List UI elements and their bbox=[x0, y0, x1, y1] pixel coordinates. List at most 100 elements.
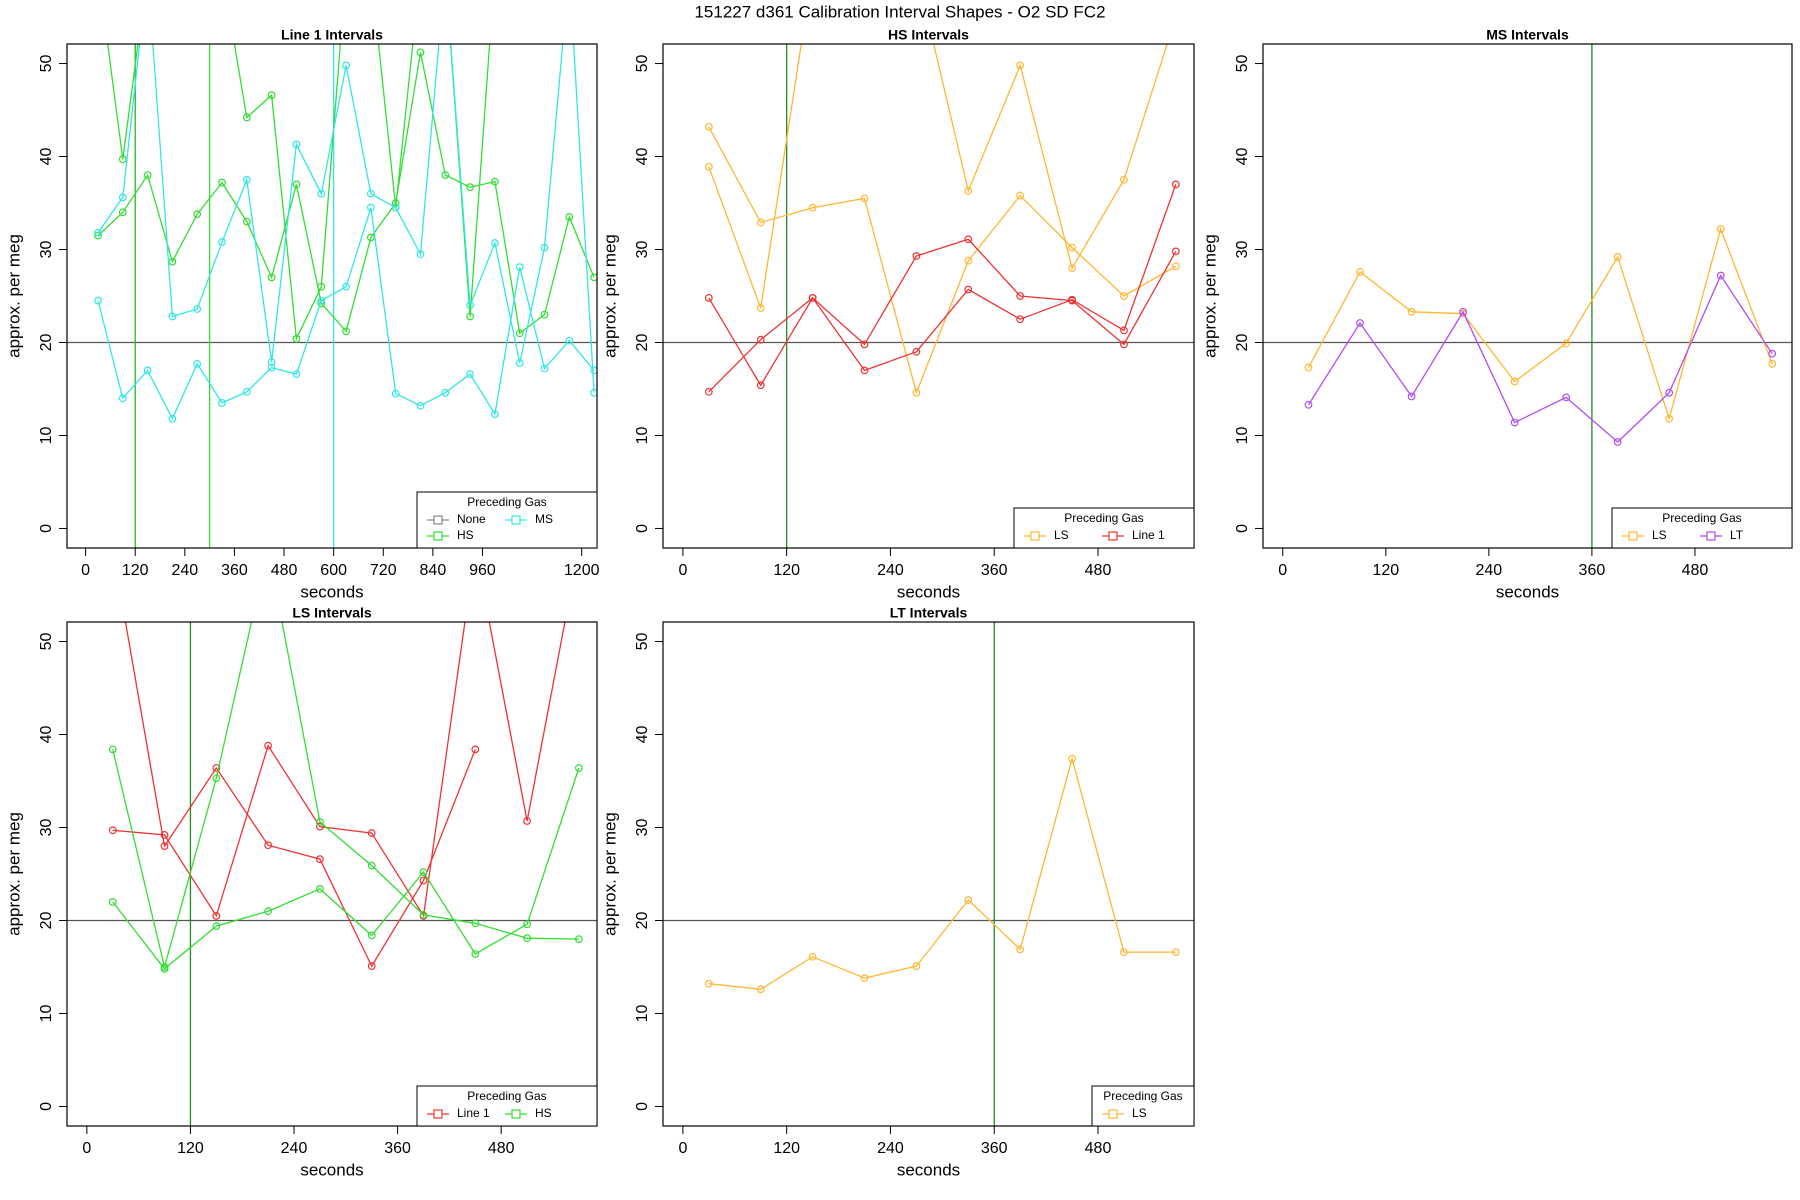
data-point bbox=[1562, 339, 1571, 348]
legend-marker bbox=[433, 1109, 443, 1119]
data-point bbox=[1613, 438, 1622, 446]
data-point bbox=[118, 155, 127, 164]
x-tick-label: 0 bbox=[1278, 562, 1287, 579]
data-point bbox=[143, 171, 152, 180]
data-point bbox=[964, 285, 973, 294]
data-point bbox=[212, 774, 221, 783]
data-point bbox=[1407, 392, 1416, 401]
data-point bbox=[218, 178, 226, 187]
data-point bbox=[419, 876, 428, 885]
data-point bbox=[964, 256, 973, 265]
data-point bbox=[242, 387, 251, 396]
data-point bbox=[490, 410, 499, 418]
x-tick-label: 480 bbox=[1085, 1140, 1112, 1157]
data-point bbox=[1171, 180, 1180, 189]
data-point bbox=[1356, 267, 1364, 276]
data-point bbox=[860, 194, 869, 203]
y-axis-label: approx. per meg bbox=[600, 234, 619, 358]
legend-marker bbox=[511, 515, 521, 525]
data-point bbox=[342, 61, 350, 70]
series-line bbox=[1307, 226, 1773, 421]
data-point bbox=[523, 817, 531, 825]
legend-box bbox=[416, 1085, 598, 1127]
data-point bbox=[168, 414, 177, 423]
data-point bbox=[808, 203, 817, 212]
panel-title: HS Intervals bbox=[888, 27, 969, 43]
data-point bbox=[912, 252, 921, 260]
data-point bbox=[490, 177, 499, 186]
y-tick-label: 0 bbox=[38, 524, 55, 533]
x-axis-label: seconds bbox=[897, 1160, 960, 1179]
x-tick-label: 480 bbox=[1682, 562, 1709, 579]
x-tick-label: 480 bbox=[271, 562, 298, 579]
data-point bbox=[1716, 271, 1725, 280]
panel-title: LS Intervals bbox=[292, 605, 372, 621]
data-point bbox=[1016, 61, 1025, 70]
x-axis-label: seconds bbox=[300, 1160, 363, 1179]
data-point bbox=[1562, 393, 1571, 402]
y-tick-label: 20 bbox=[1234, 333, 1251, 351]
data-point bbox=[912, 962, 921, 970]
y-tick-label: 40 bbox=[1234, 148, 1251, 166]
plot-frame bbox=[662, 621, 1195, 1127]
data-point bbox=[342, 327, 350, 336]
data-point bbox=[160, 964, 169, 973]
data-point bbox=[466, 183, 474, 192]
data-point bbox=[108, 897, 117, 906]
y-tick-label: 50 bbox=[38, 55, 55, 73]
data-point bbox=[860, 340, 869, 349]
x-tick-label: 240 bbox=[281, 1140, 308, 1157]
x-tick-label: 0 bbox=[82, 1140, 91, 1157]
y-tick-label: 20 bbox=[634, 333, 651, 351]
data-point bbox=[1665, 388, 1674, 397]
data-point bbox=[704, 979, 713, 988]
data-point bbox=[242, 175, 251, 184]
data-point bbox=[160, 842, 169, 851]
legend-label: LT bbox=[1730, 528, 1744, 542]
plot-frame bbox=[1262, 43, 1793, 549]
data-point bbox=[1171, 948, 1180, 957]
data-point bbox=[808, 952, 817, 961]
data-point bbox=[471, 745, 480, 754]
data-point bbox=[267, 358, 276, 366]
data-point bbox=[912, 347, 921, 356]
data-point bbox=[108, 745, 117, 754]
data-point bbox=[1768, 359, 1777, 368]
y-tick-label: 30 bbox=[38, 241, 55, 259]
data-point bbox=[367, 931, 376, 940]
series-line bbox=[112, 622, 566, 918]
y-tick-label: 30 bbox=[38, 819, 55, 837]
data-point bbox=[1016, 945, 1025, 954]
data-point bbox=[419, 868, 428, 877]
data-point bbox=[964, 187, 973, 195]
data-point bbox=[490, 239, 499, 247]
data-point bbox=[367, 962, 376, 970]
legend-marker bbox=[1108, 531, 1118, 541]
data-point bbox=[704, 387, 713, 396]
legend-marker bbox=[1030, 531, 1040, 541]
data-point bbox=[704, 122, 713, 131]
legend-box bbox=[1611, 507, 1793, 549]
data-point bbox=[316, 855, 324, 864]
data-point bbox=[515, 329, 524, 338]
data-point bbox=[964, 235, 973, 244]
data-point bbox=[212, 764, 221, 772]
x-tick-label: 120 bbox=[773, 1140, 800, 1157]
data-point bbox=[366, 189, 375, 198]
y-tick-label: 10 bbox=[634, 426, 651, 444]
data-point bbox=[317, 189, 326, 198]
plot-frame bbox=[66, 43, 598, 549]
data-point bbox=[118, 193, 127, 202]
y-tick-label: 0 bbox=[634, 1102, 651, 1111]
series-line bbox=[708, 44, 1168, 309]
y-axis-label: approx. per meg bbox=[600, 812, 619, 936]
data-point bbox=[1768, 349, 1777, 358]
legend-marker bbox=[433, 515, 443, 525]
data-point bbox=[964, 896, 973, 904]
x-tick-label: 120 bbox=[1372, 562, 1399, 579]
x-tick-label: 120 bbox=[122, 562, 149, 579]
data-point bbox=[317, 282, 326, 291]
y-tick-label: 40 bbox=[634, 148, 651, 166]
y-axis-label: approx. per meg bbox=[4, 812, 23, 936]
legend-label: Line 1 bbox=[457, 1106, 490, 1120]
